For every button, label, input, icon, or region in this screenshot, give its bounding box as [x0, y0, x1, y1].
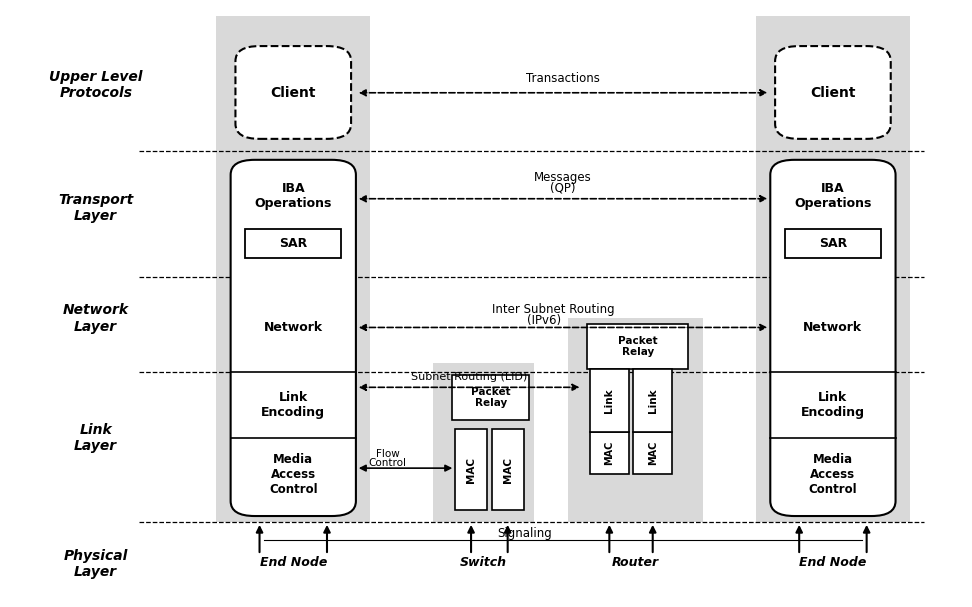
Text: Packet
Relay: Packet Relay — [471, 387, 510, 409]
Bar — [433, 364, 535, 522]
Text: (QP): (QP) — [550, 181, 575, 194]
Text: Link
Encoding: Link Encoding — [261, 392, 326, 419]
FancyBboxPatch shape — [235, 46, 351, 139]
Bar — [756, 16, 910, 522]
Bar — [634, 432, 672, 474]
FancyBboxPatch shape — [775, 46, 890, 139]
Text: IBA
Operations: IBA Operations — [255, 181, 332, 210]
Text: MAC: MAC — [466, 456, 476, 483]
Text: Link
Layer: Link Layer — [74, 423, 118, 453]
Text: Inter Subnet Routing: Inter Subnet Routing — [492, 303, 614, 316]
Text: Packet
Relay: Packet Relay — [618, 336, 658, 358]
Text: Link: Link — [647, 388, 658, 413]
Text: Transport
Layer: Transport Layer — [58, 192, 133, 223]
Bar — [587, 325, 688, 369]
Text: Switch: Switch — [460, 555, 507, 569]
Text: Physical
Layer: Physical Layer — [63, 549, 128, 579]
Text: MAC: MAC — [605, 441, 614, 466]
Text: MAC: MAC — [647, 441, 658, 466]
Text: Network
Layer: Network Layer — [62, 304, 128, 334]
Bar — [455, 429, 487, 510]
Text: Link: Link — [605, 388, 614, 413]
Bar — [634, 369, 672, 432]
Text: IBA
Operations: IBA Operations — [794, 181, 872, 210]
Text: Client: Client — [811, 86, 855, 100]
Bar — [590, 432, 629, 474]
Text: Client: Client — [270, 86, 316, 100]
Bar — [245, 229, 341, 258]
Text: End Node: End Node — [260, 555, 327, 569]
Bar — [784, 229, 881, 258]
Bar — [492, 429, 524, 510]
Text: Signaling: Signaling — [497, 527, 552, 540]
Text: Flow: Flow — [376, 449, 399, 459]
Text: MAC: MAC — [503, 456, 512, 483]
Text: Network: Network — [263, 321, 323, 334]
Text: Media
Access
Control: Media Access Control — [809, 453, 857, 496]
Bar — [568, 319, 703, 522]
FancyBboxPatch shape — [770, 160, 895, 516]
Text: SAR: SAR — [818, 237, 847, 250]
Text: Network: Network — [803, 321, 862, 334]
Text: End Node: End Node — [799, 555, 867, 569]
Text: Control: Control — [368, 458, 406, 469]
Text: SAR: SAR — [279, 237, 307, 250]
Text: Media
Access
Control: Media Access Control — [269, 453, 318, 496]
Text: Router: Router — [611, 555, 659, 569]
FancyBboxPatch shape — [230, 160, 356, 516]
Bar — [590, 369, 629, 432]
Bar — [216, 16, 370, 522]
Text: Upper Level
Protocols: Upper Level Protocols — [49, 70, 143, 100]
Text: Messages: Messages — [535, 171, 592, 185]
Text: (IPv6): (IPv6) — [527, 314, 561, 327]
Text: Subnet Routing (LID): Subnet Routing (LID) — [411, 372, 527, 382]
Text: Link
Encoding: Link Encoding — [801, 392, 865, 419]
Text: Transactions: Transactions — [526, 72, 600, 86]
Bar — [452, 375, 530, 420]
